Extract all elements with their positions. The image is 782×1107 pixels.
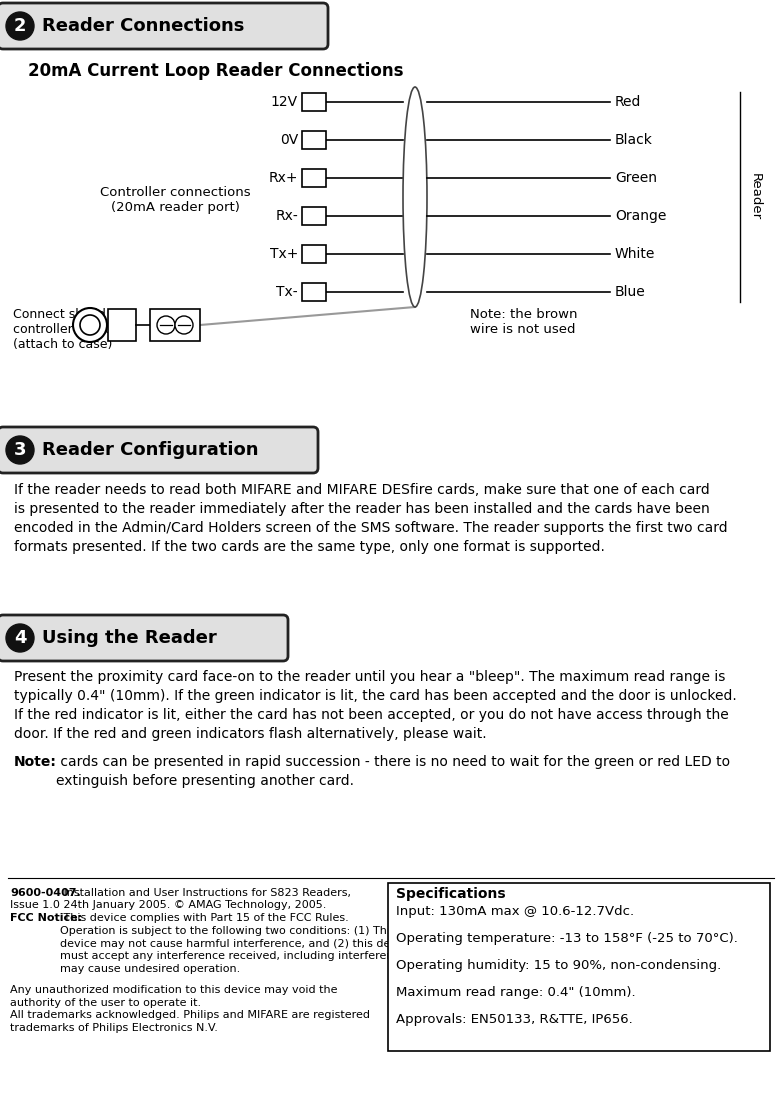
Text: Blue: Blue xyxy=(615,284,646,299)
Circle shape xyxy=(157,315,175,334)
Text: If the reader needs to read both MIFARE and MIFARE DESfire cards, make sure that: If the reader needs to read both MIFARE … xyxy=(14,483,727,554)
Text: Reader Configuration: Reader Configuration xyxy=(42,441,259,459)
Text: Issue 1.0 24th January 2005. © AMAG Technology, 2005.: Issue 1.0 24th January 2005. © AMAG Tech… xyxy=(10,900,326,910)
Bar xyxy=(302,207,326,225)
Circle shape xyxy=(73,308,107,342)
Text: Approvals: EN50133, R&TTE, IP656.: Approvals: EN50133, R&TTE, IP656. xyxy=(396,1013,633,1026)
Text: Note:: Note: xyxy=(14,755,57,769)
Text: Present the proximity card face-on to the reader until you hear a "bleep". The m: Present the proximity card face-on to th… xyxy=(14,670,737,741)
FancyBboxPatch shape xyxy=(0,3,328,49)
Circle shape xyxy=(6,12,34,40)
Text: Reader: Reader xyxy=(748,174,762,220)
Bar xyxy=(302,169,326,187)
Bar xyxy=(302,283,326,301)
Text: Operating temperature: -13 to 158°F (-25 to 70°C).: Operating temperature: -13 to 158°F (-25… xyxy=(396,932,738,945)
Text: 0V: 0V xyxy=(280,133,298,147)
Text: 3: 3 xyxy=(14,441,27,459)
Text: FCC Notice:: FCC Notice: xyxy=(10,913,82,923)
Text: Green: Green xyxy=(615,170,657,185)
Circle shape xyxy=(6,624,34,652)
Bar xyxy=(108,309,136,341)
Text: Note: the brown
wire is not used: Note: the brown wire is not used xyxy=(470,308,577,337)
Text: Reader Connections: Reader Connections xyxy=(42,17,244,35)
Text: Black: Black xyxy=(615,133,653,147)
Text: This device complies with Part 15 of the FCC Rules.
Operation is subject to the : This device complies with Part 15 of the… xyxy=(60,913,432,974)
Text: Orange: Orange xyxy=(615,209,666,223)
Text: White: White xyxy=(615,247,655,261)
Text: Rx-: Rx- xyxy=(275,209,298,223)
Circle shape xyxy=(175,315,193,334)
Text: Installation and User Instructions for S823 Readers,: Installation and User Instructions for S… xyxy=(60,888,351,898)
Text: 4: 4 xyxy=(14,629,27,646)
Text: Using the Reader: Using the Reader xyxy=(42,629,217,646)
Text: 9600-0407.: 9600-0407. xyxy=(10,888,81,898)
Text: Connect shield at
controller end only
(attach to case): Connect shield at controller end only (a… xyxy=(13,308,131,351)
Bar xyxy=(302,93,326,111)
FancyBboxPatch shape xyxy=(0,615,288,661)
Circle shape xyxy=(80,315,100,335)
Text: Tx+: Tx+ xyxy=(270,247,298,261)
Text: Specifications: Specifications xyxy=(396,887,506,901)
Text: Controller connections
(20mA reader port): Controller connections (20mA reader port… xyxy=(99,186,250,214)
Bar xyxy=(150,309,200,341)
Ellipse shape xyxy=(403,87,427,307)
Text: Maximum read range: 0.4" (10mm).: Maximum read range: 0.4" (10mm). xyxy=(396,986,636,999)
Circle shape xyxy=(6,436,34,464)
Text: 12V: 12V xyxy=(271,95,298,108)
Text: Operating humidity: 15 to 90%, non-condensing.: Operating humidity: 15 to 90%, non-conde… xyxy=(396,959,721,972)
FancyBboxPatch shape xyxy=(0,427,318,473)
Bar xyxy=(388,883,770,1051)
Text: 20mA Current Loop Reader Connections: 20mA Current Loop Reader Connections xyxy=(28,62,404,80)
Text: Red: Red xyxy=(615,95,641,108)
Text: 2: 2 xyxy=(14,17,27,35)
Text: Tx-: Tx- xyxy=(276,284,298,299)
Text: Input: 130mA max @ 10.6-12.7Vdc.: Input: 130mA max @ 10.6-12.7Vdc. xyxy=(396,906,634,918)
Bar xyxy=(302,245,326,263)
Bar xyxy=(302,131,326,149)
Text: cards can be presented in rapid succession - there is no need to wait for the gr: cards can be presented in rapid successi… xyxy=(56,755,730,788)
Text: All trademarks acknowledged. Philips and MIFARE are registered
trademarks of Phi: All trademarks acknowledged. Philips and… xyxy=(10,1010,370,1033)
Text: Any unauthorized modification to this device may void the
authority of the user : Any unauthorized modification to this de… xyxy=(10,985,338,1007)
Text: Rx+: Rx+ xyxy=(268,170,298,185)
